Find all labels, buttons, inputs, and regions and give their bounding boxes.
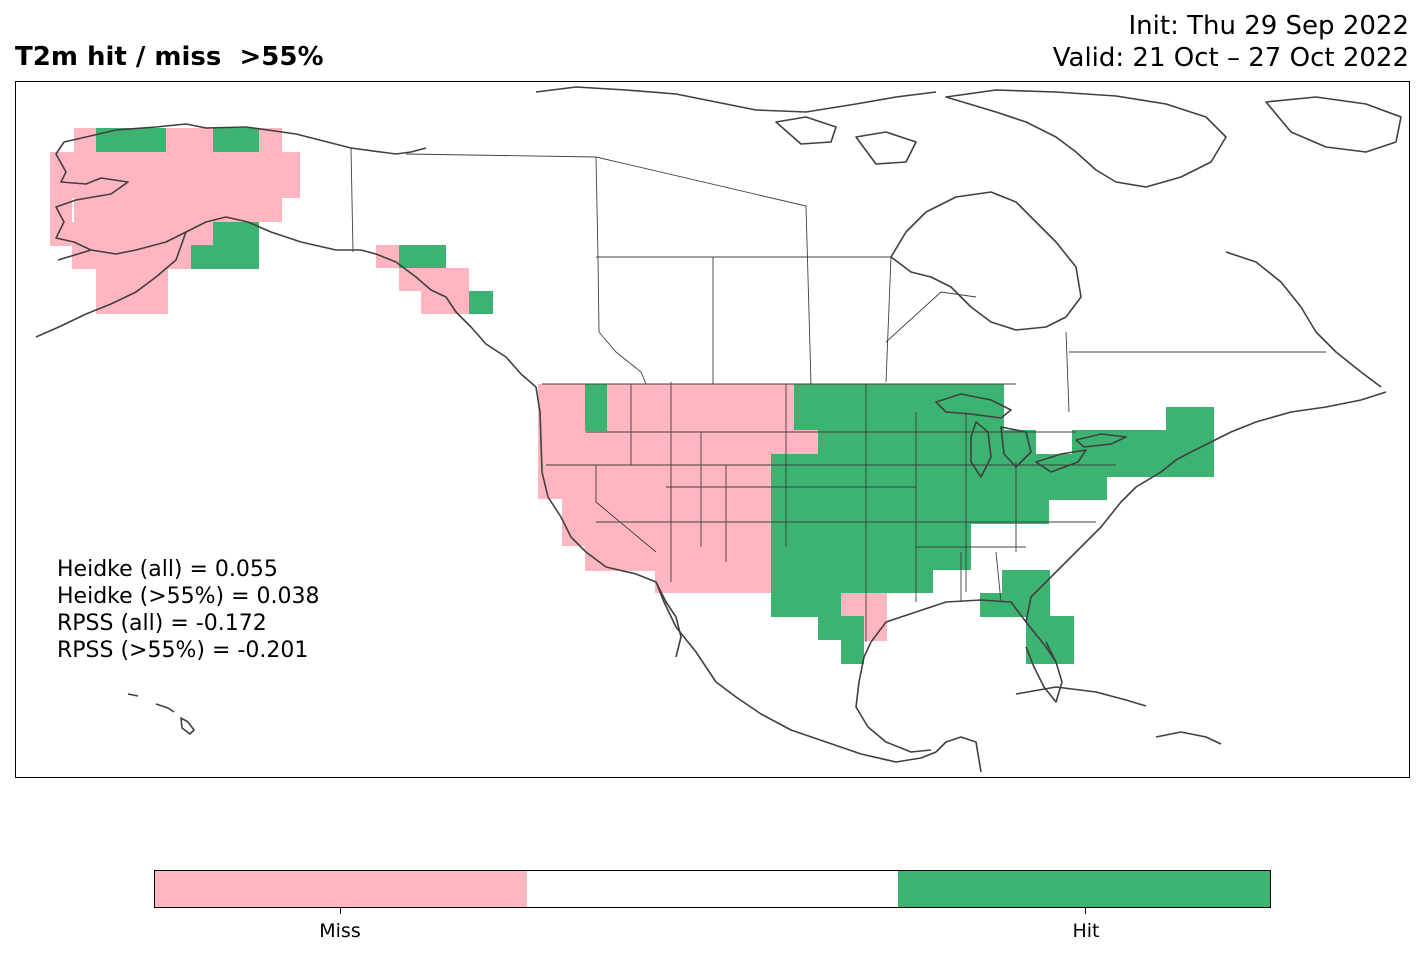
colorbar-miss xyxy=(155,871,527,907)
rpss-all: RPSS (all) = -0.172 xyxy=(57,611,267,636)
colorbar-tick-miss xyxy=(340,908,341,914)
date-labels: Init: Thu 29 Sep 2022 Valid: 21 Oct – 27… xyxy=(1053,10,1409,74)
heidke-55: Heidke (>55%) = 0.038 xyxy=(57,584,320,609)
alaska-cells xyxy=(50,128,300,314)
panhandle-cells xyxy=(376,245,493,314)
map-title: T2m hit / miss >55% xyxy=(15,42,324,72)
heidke-all: Heidke (all) = 0.055 xyxy=(57,557,278,582)
colorbar xyxy=(154,870,1271,908)
borders xyxy=(350,147,1326,642)
west-miss-cells xyxy=(538,384,887,641)
valid-label: Valid: 21 Oct – 27 Oct 2022 xyxy=(1052,43,1409,73)
colorbar-label-miss: Miss xyxy=(319,920,361,942)
map-svg xyxy=(35,86,1402,773)
map-panel xyxy=(15,81,1410,778)
colorbar-label-hit: Hit xyxy=(1072,920,1100,942)
colorbar-neutral xyxy=(526,871,899,907)
verification-stats: Heidke (all) = 0.055 Heidke (>55%) = 0.0… xyxy=(57,556,320,664)
rpss-55: RPSS (>55%) = -0.201 xyxy=(57,638,309,663)
colorbar-tick-hit xyxy=(1085,908,1086,914)
east-hit-cells xyxy=(771,384,1214,664)
coastlines xyxy=(35,86,1402,773)
colorbar-hit xyxy=(898,871,1271,907)
init-label: Init: Thu 29 Sep 2022 xyxy=(1128,11,1409,41)
